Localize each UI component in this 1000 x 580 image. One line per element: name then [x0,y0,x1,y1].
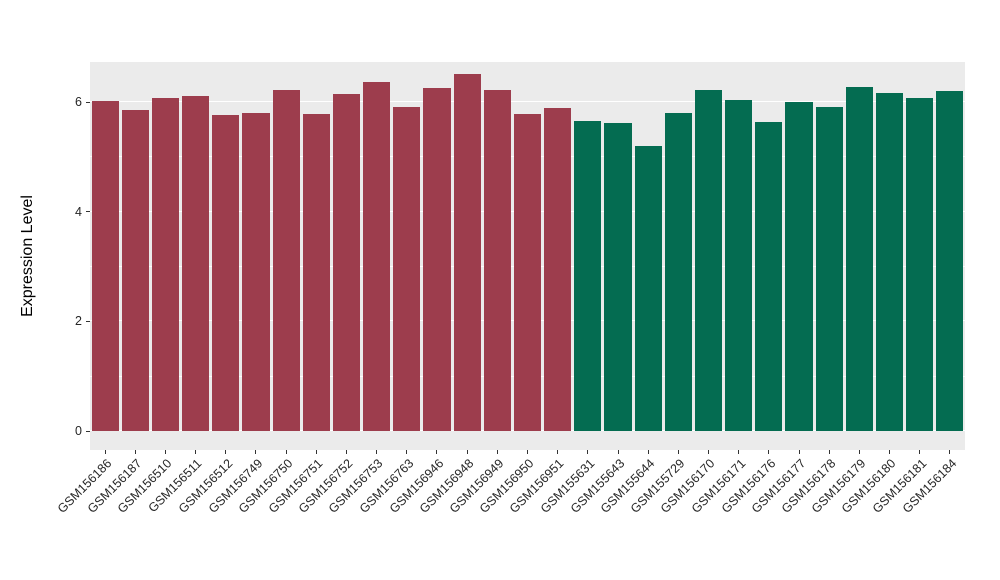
x-tick-label: GSM156177 [748,456,809,516]
x-tick-mark [134,450,136,454]
x-tick-mark [466,450,468,454]
bar [363,81,391,431]
x-tick-mark [949,450,951,454]
major-gridline [90,100,965,103]
bar [845,86,873,431]
x-tick-label: GSM155644 [597,456,658,516]
y-tick-label: 0 [75,423,82,438]
x-tick-label: GSM156752 [296,456,356,516]
x-tick-label: GSM156187 [84,456,145,516]
x-tick-label: GSM156749 [205,456,266,516]
y-tick-label: 6 [75,94,82,109]
x-tick-mark [798,450,800,454]
x-tick-mark [557,450,559,454]
x-tick-mark [889,450,891,454]
x-tick-label: GSM156184 [899,456,960,516]
bar [513,114,542,431]
bar [483,89,511,431]
bar [332,93,361,431]
bar [151,97,179,431]
bar [242,113,270,431]
bar [725,99,753,431]
x-tick-label: GSM156946 [386,456,447,516]
x-tick-mark [858,450,860,454]
x-tick-mark [828,450,830,454]
x-tick-mark [738,450,740,454]
x-tick-mark [406,450,408,454]
x-tick-label: GSM155631 [537,456,598,516]
x-tick-label: GSM156512 [175,456,235,516]
x-tick-label: GSM156170 [658,456,718,516]
x-tick-mark [768,450,770,454]
bar [91,100,119,431]
bar [272,89,300,431]
x-tick-mark [436,450,438,454]
x-tick-mark [225,450,227,454]
x-tick-mark [315,450,317,454]
x-tick-label: GSM156949 [446,456,507,516]
bar [182,96,210,431]
bar [755,121,783,431]
x-tick-mark [708,450,710,454]
plot-panel [90,62,965,450]
x-tick-mark [164,450,166,454]
bar [694,89,723,431]
y-tick-label: 2 [75,314,82,329]
x-tick-label: GSM156750 [235,456,296,516]
bar [574,120,602,431]
x-tick-label: GSM156176 [718,456,779,516]
x-tick-mark [345,450,347,454]
bar [906,97,934,431]
x-tick-mark [677,450,679,454]
x-tick-label: GSM156751 [265,456,326,516]
x-tick-mark [617,450,619,454]
x-tick-mark [376,450,378,454]
x-tick-mark [527,450,528,454]
bar [302,113,330,431]
bar [815,106,843,431]
bar [634,145,662,431]
x-tick-label: GSM156178 [778,456,839,516]
x-tick-mark [255,450,257,454]
x-tick-mark [919,450,921,454]
bar [393,106,421,431]
x-tick-mark [285,450,287,454]
x-tick-label: GSM156948 [416,456,477,516]
x-tick-label: GSM156171 [688,456,748,516]
x-tick-mark [496,450,498,454]
x-tick-mark [587,450,589,454]
x-tick-mark [647,450,649,454]
x-tick-label: GSM156181 [869,456,929,516]
x-tick-label: GSM155729 [628,456,688,516]
y-tick-label: 4 [75,204,82,219]
x-tick-label: GSM156753 [326,456,386,516]
x-tick-mark [104,450,106,454]
x-tick-label: GSM156186 [54,456,115,516]
bar [936,90,964,431]
bar [544,108,572,431]
x-tick-label: GSM156951 [507,456,567,516]
x-tick-label: GSM156763 [356,456,416,516]
bar [212,114,240,431]
x-tick-mark [195,450,197,454]
x-tick-label: GSM156510 [115,456,175,516]
bar [664,113,692,431]
x-tick-label: GSM156950 [477,456,537,516]
x-tick-label: GSM156180 [839,456,899,516]
x-tick-label: GSM155643 [567,456,628,516]
x-tick-label: GSM156511 [145,456,205,516]
bar [875,92,904,431]
y-axis-title: Expression Level [18,195,36,317]
bar [785,102,813,431]
bar [453,74,481,431]
bar [604,122,632,431]
x-tick-label: GSM156179 [809,456,869,516]
bar [423,87,451,431]
bar [121,109,149,431]
